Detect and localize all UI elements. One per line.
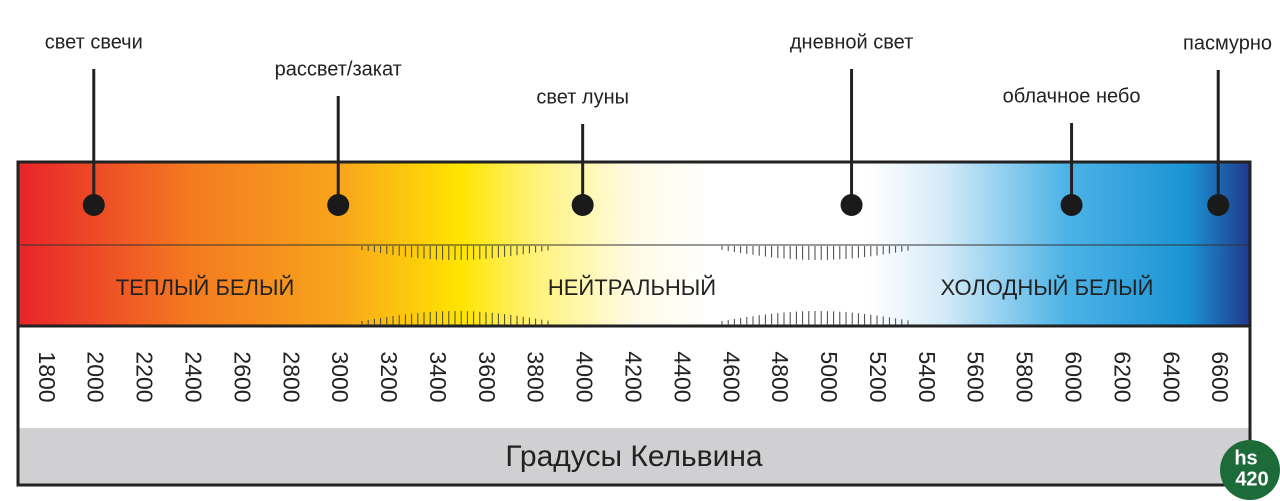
annotation-label: свет свечи — [45, 31, 143, 53]
annotation-label: свет луны — [536, 86, 629, 108]
tick-label: 4000 — [572, 351, 598, 402]
tick-label: 1800 — [34, 351, 60, 402]
tick-label: 5000 — [816, 351, 842, 402]
tick-label: 3600 — [474, 351, 500, 402]
tick-label: 2600 — [229, 351, 255, 402]
annotation-label: пасмурно — [1183, 32, 1272, 54]
ruler-decoration — [361, 246, 909, 325]
tick-label: 3400 — [425, 351, 451, 402]
tick-label: 6400 — [1158, 351, 1184, 402]
logo-text: 420 — [1235, 468, 1268, 490]
frame — [16, 160, 1252, 487]
tick-label: 5400 — [914, 351, 940, 402]
annotation-dot — [1060, 194, 1083, 216]
tick-label: 4200 — [620, 351, 646, 402]
tick-label: 2400 — [180, 351, 206, 402]
tick-label: 4600 — [718, 351, 744, 402]
color-gradient — [18, 162, 1250, 326]
annotation-label: рассвет/закат — [275, 58, 402, 80]
tick-area — [18, 326, 1250, 428]
tick-label: 3800 — [523, 351, 549, 402]
tick-label: 6600 — [1207, 351, 1233, 402]
zone-label: НЕЙТРАЛЬНЫЙ — [548, 275, 716, 300]
annotation-dot — [1207, 194, 1230, 216]
logo-text: hs — [1234, 447, 1257, 469]
annotation-dot — [571, 194, 594, 216]
tick-label: 6000 — [1060, 351, 1086, 402]
axis-title: Градусы Кельвина — [505, 440, 763, 473]
annotation-label: облачное небо — [1003, 85, 1141, 107]
tick-label: 6200 — [1109, 351, 1135, 402]
tick-label: 5200 — [865, 351, 891, 402]
tick-label: 3200 — [376, 351, 402, 402]
annotation-dot — [82, 194, 105, 216]
zone-label: ТЕПЛЫЙ БЕЛЫЙ — [116, 275, 295, 300]
tick-label: 5600 — [963, 351, 989, 402]
tick-label: 3000 — [327, 351, 353, 402]
logo-badge — [1220, 440, 1280, 500]
axis-title-band — [18, 428, 1250, 485]
annotation-dot — [327, 194, 350, 216]
zone-label: ХОЛОДНЫЙ БЕЛЫЙ — [941, 275, 1154, 300]
annotation-dot — [840, 194, 863, 216]
tick-label: 2800 — [278, 351, 304, 402]
annotation-label: дневной свет — [790, 31, 913, 53]
tick-label: 5800 — [1012, 351, 1038, 402]
tick-label: 4400 — [669, 351, 695, 402]
tick-label: 2000 — [83, 351, 109, 402]
tick-label: 2200 — [132, 351, 158, 402]
tick-label: 4800 — [767, 351, 793, 402]
